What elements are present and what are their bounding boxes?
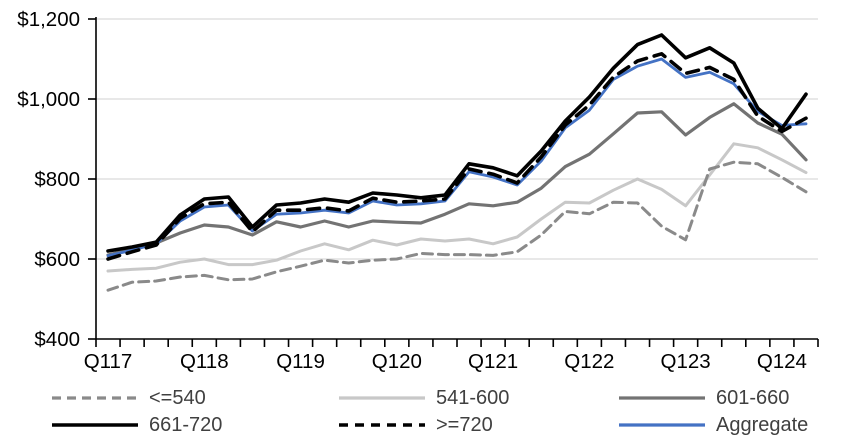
x-axis-label: Q124 [757, 350, 807, 373]
legend-marker-under-540-icon [52, 396, 138, 400]
legend-marker-aggregate-icon [619, 423, 705, 427]
legend-item-541-600: 541-600 [337, 386, 509, 410]
legend-marker-661-720-icon [52, 423, 138, 427]
series-line-Aggregate [106, 57, 808, 258]
series-line-661-720 [106, 33, 808, 253]
legend-marker-over-720-icon [339, 423, 425, 427]
series-line-720 [106, 51, 808, 261]
legend-item-aggregate: Aggregate [617, 413, 808, 437]
y-axis-label: $800 [34, 168, 80, 191]
line-chart: $400 $600 $800 $1,000 $1,200 Q117 Q118 Q119 Q120… [17, 8, 819, 373]
x-axis-label: Q119 [276, 350, 325, 373]
y-axis-label: $600 [34, 248, 80, 271]
x-axis-label: Q118 [180, 350, 229, 373]
legend-marker-541-600-icon [339, 396, 425, 400]
y-axis-label: $1,200 [17, 8, 80, 31]
legend-label: Aggregate [716, 414, 809, 436]
y-axis-label: $1,000 [17, 88, 80, 111]
legend-label: 541-600 [436, 387, 510, 409]
x-axis-label: Q120 [372, 350, 422, 373]
series-line-541-600 [106, 142, 808, 273]
x-axis-label: Q123 [661, 350, 711, 373]
x-axis-label: Q117 [84, 350, 133, 373]
legend-label: <=540 [149, 387, 206, 409]
legend-item-601-660: 601-660 [617, 386, 789, 410]
x-axis-label: Q122 [564, 350, 614, 373]
y-axis-label: $400 [34, 328, 80, 351]
legend-label: >=720 [436, 414, 493, 436]
legend-item-over-720: >=720 [337, 413, 493, 437]
legend-item-661-720: 661-720 [50, 413, 222, 437]
legend-label: 661-720 [149, 414, 223, 436]
x-axis-label: Q121 [468, 350, 518, 373]
legend-label: 601-660 [716, 387, 790, 409]
legend-item-under-540: <=540 [50, 386, 206, 410]
series-line-601-660 [106, 102, 808, 257]
legend-marker-601-660-icon [619, 396, 705, 400]
series-line-540 [106, 160, 808, 292]
